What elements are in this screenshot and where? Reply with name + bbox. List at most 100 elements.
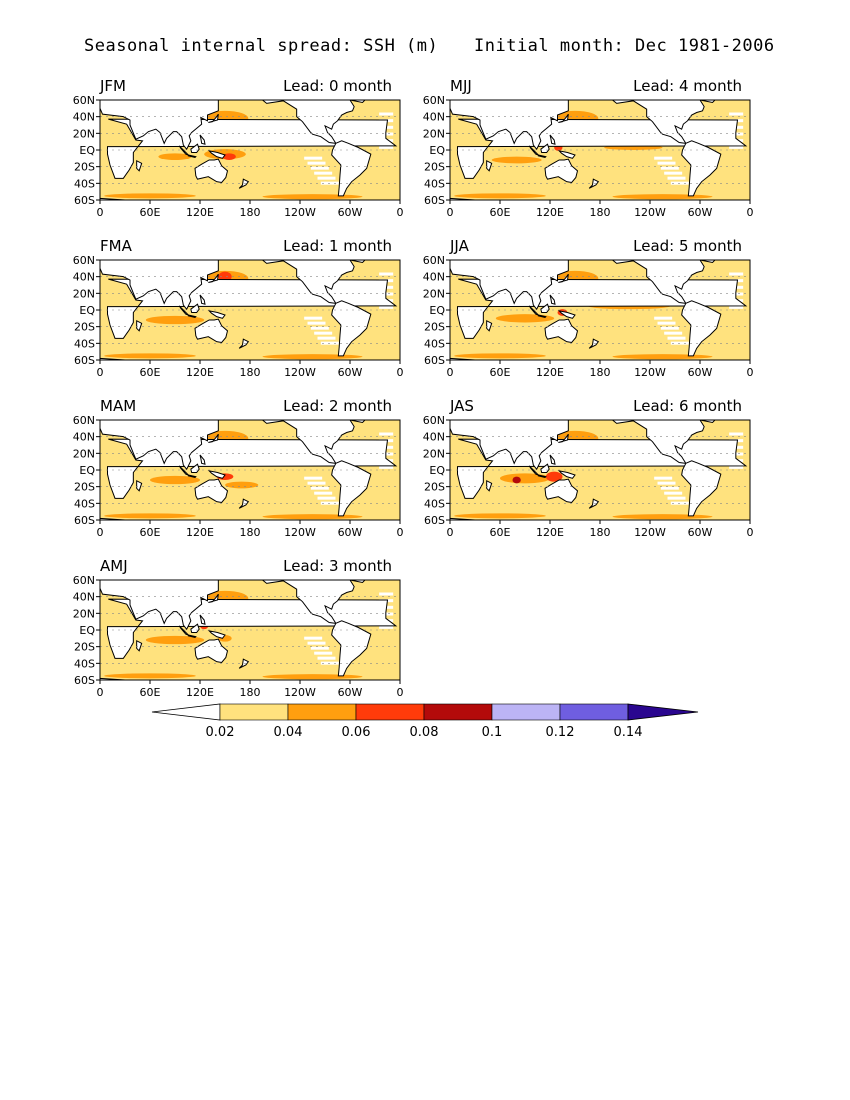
lon-tick-label: 60E xyxy=(140,206,161,219)
lon-tick-label: 180 xyxy=(590,526,611,539)
land-outline xyxy=(611,100,705,144)
low-spread-patch xyxy=(729,145,744,149)
land-outline xyxy=(238,498,250,509)
low-spread-patch xyxy=(660,486,679,490)
land-outline xyxy=(208,113,219,123)
lat-tick-label: 60S xyxy=(424,514,445,527)
low-spread-patch xyxy=(729,272,744,276)
land-outline xyxy=(331,140,372,197)
spread-contour xyxy=(150,475,200,485)
land-outline xyxy=(699,260,716,264)
low-spread-patch xyxy=(314,491,333,495)
land-outline xyxy=(261,580,355,624)
lon-tick-label: 0 xyxy=(97,686,104,699)
low-spread-patch xyxy=(310,326,329,330)
land-outline xyxy=(100,100,219,151)
land-outline xyxy=(544,478,579,504)
lon-tick-label: 120W xyxy=(634,526,666,539)
low-spread-patch xyxy=(729,465,744,469)
lat-tick-label: 60S xyxy=(74,194,95,207)
lat-tick-label: 20S xyxy=(424,321,445,334)
land-outline xyxy=(136,640,143,652)
season-label: JJA xyxy=(449,237,470,255)
low-spread-patch xyxy=(729,305,744,309)
figure-title: Seasonal internal spread: SSH (m) xyxy=(84,36,439,56)
land-outline xyxy=(557,470,576,479)
lat-tick-label: 40N xyxy=(423,271,445,284)
land-outline xyxy=(136,160,143,172)
lon-tick-label: 120W xyxy=(284,526,316,539)
lon-tick-label: 0 xyxy=(97,366,104,379)
colorbar: 0.02 0.04 0.06 0.08 0.1 0.12 0.14 xyxy=(151,703,699,740)
low-spread-patch xyxy=(379,592,394,596)
lat-tick-label: 60S xyxy=(74,354,95,367)
low-spread-patch xyxy=(307,161,326,165)
low-spread-patch xyxy=(664,491,683,495)
land-outline xyxy=(549,454,556,465)
lat-tick-label: 40S xyxy=(74,337,95,350)
low-spread-patch xyxy=(317,656,336,660)
land-outline xyxy=(540,463,550,473)
land-outline xyxy=(331,460,372,517)
land-outline xyxy=(208,593,219,603)
land-outline xyxy=(549,134,556,145)
land-outline xyxy=(190,143,200,153)
lat-tick-label: EQ xyxy=(79,304,95,317)
lon-tick-label: 60E xyxy=(490,366,511,379)
spread-contour xyxy=(612,354,713,360)
land-outline xyxy=(208,273,219,283)
land-outline xyxy=(199,134,206,145)
colorbar-label: 0.14 xyxy=(614,725,643,740)
land-outline xyxy=(194,478,229,504)
colorbar-label: 0.08 xyxy=(410,725,439,740)
lat-tick-label: EQ xyxy=(429,304,445,317)
spread-contour xyxy=(145,635,205,645)
lon-tick-label: 60W xyxy=(688,206,713,219)
land-outline xyxy=(187,634,197,639)
colorbar-segment xyxy=(491,703,561,721)
land-outline xyxy=(588,178,600,189)
land-outline xyxy=(261,100,355,144)
initial-month-label: Initial month: Dec 1981-2006 xyxy=(474,36,775,56)
spread-contour xyxy=(104,193,196,199)
land-outline xyxy=(208,433,219,443)
low-spread-patch xyxy=(317,176,336,180)
lat-tick-label: 60N xyxy=(73,94,95,107)
lat-tick-label: EQ xyxy=(429,464,445,477)
lat-tick-label: 60S xyxy=(424,194,445,207)
lat-tick-label: 40S xyxy=(74,177,95,190)
lat-tick-label: 40N xyxy=(423,111,445,124)
spread-contour xyxy=(454,513,546,519)
land-outline xyxy=(349,580,366,584)
land-outline xyxy=(537,474,547,479)
land-outline xyxy=(549,294,556,305)
low-spread-patch xyxy=(657,481,676,485)
colorbar-segment xyxy=(423,703,493,721)
land-outline xyxy=(199,614,206,625)
lon-tick-label: 0 xyxy=(747,366,754,379)
spread-contour xyxy=(262,194,363,200)
lat-tick-label: 60N xyxy=(73,254,95,267)
lon-tick-label: 60W xyxy=(338,206,363,219)
low-spread-patch xyxy=(660,326,679,330)
land-outline xyxy=(100,260,219,311)
lat-tick-label: 20N xyxy=(423,447,445,460)
land-outline xyxy=(199,454,206,465)
lon-tick-label: 180 xyxy=(240,366,261,379)
land-outline xyxy=(178,465,189,476)
lat-tick-label: 20S xyxy=(74,641,95,654)
low-spread-patch xyxy=(667,496,686,500)
low-spread-patch xyxy=(379,272,394,276)
low-spread-patch xyxy=(310,166,329,170)
lon-tick-label: 0 xyxy=(447,366,454,379)
colorbar-high-arrow xyxy=(627,703,699,721)
land-outline xyxy=(194,158,229,184)
spread-contour xyxy=(145,315,205,325)
spread-contour xyxy=(512,476,521,484)
lat-tick-label: 60S xyxy=(424,354,445,367)
colorbar-label: 0.06 xyxy=(342,725,371,740)
low-spread-patch xyxy=(314,651,333,655)
low-spread-patch xyxy=(314,171,333,175)
